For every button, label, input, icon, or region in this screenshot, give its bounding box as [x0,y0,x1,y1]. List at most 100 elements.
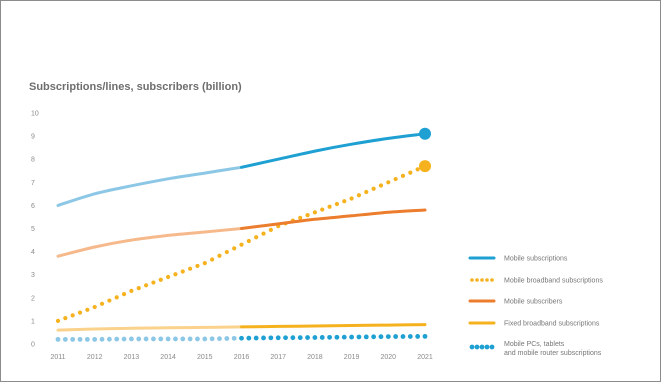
dot-segment [151,337,156,342]
dot-segment [254,235,258,239]
y-axis: 0 1 2 3 4 5 6 7 8 9 10 [31,111,39,349]
dot-segment [114,337,119,342]
dot-segment [283,335,288,340]
y-tick-label: 9 [31,134,35,141]
dot-segment [217,336,222,341]
dot-segment [401,174,405,178]
dot-segment [144,283,148,287]
dot-segment [327,335,332,340]
data-point [423,334,428,339]
legend-swatch [485,278,489,282]
x-tick-label: 2018 [307,354,323,361]
dot-segment [261,231,265,235]
y-tick-label: 1 [31,318,35,325]
dot-segment [401,334,406,339]
dot-segment [122,337,127,342]
dot-segment [195,264,199,268]
dot-segment [254,336,259,341]
series-line-forecast [242,325,426,327]
data-point [313,335,318,340]
dot-segment [357,335,362,340]
dot-segment [290,335,295,340]
dot-segment [85,308,89,312]
dot-segment [70,337,75,342]
dot-segment [320,207,324,211]
series-0-group [58,128,431,206]
legend-swatch [475,278,479,282]
dot-segment [327,205,331,209]
legend-swatch [485,345,490,350]
data-point [56,337,61,342]
data-point [239,336,244,341]
dot-segment [372,187,376,191]
dot-segment [78,310,82,314]
dot-segment [232,336,237,341]
dot-segment [305,213,309,217]
dot-segment [107,298,111,302]
series-line-forecast [242,134,426,168]
x-tick-label: 2015 [197,354,213,361]
dot-segment [393,334,398,339]
dot-segment [320,335,325,340]
y-tick-label: 6 [31,203,35,210]
dot-segment [342,199,346,203]
series-line-historical [58,327,242,330]
dot-segment [137,286,141,290]
legend-label: Mobile PCs, tablets and mobile router sub… [504,341,602,357]
legend-swatch [475,345,480,350]
y-tick-label: 7 [31,180,35,187]
dot-segment [71,313,75,317]
dot-segment [173,337,178,342]
data-point [276,335,281,340]
dot-segment [107,337,112,342]
data-point [313,210,317,214]
legend-item: Fixed broadband subscriptions [470,321,600,328]
data-point [129,337,134,342]
data-point [56,319,60,323]
dot-segment [144,337,149,342]
plot-area [56,128,431,342]
dot-segment [232,246,236,250]
series-1-group [56,160,431,323]
dot-segment [173,272,177,276]
dot-segment [379,183,383,187]
end-marker [419,160,431,172]
data-point [386,180,390,184]
dot-segment [379,334,384,339]
series-line-historical [58,229,242,257]
dot-segment [225,250,229,254]
y-tick-label: 2 [31,295,35,302]
y-tick-label: 0 [31,342,35,349]
series-line-forecast [242,210,426,229]
dot-segment [159,278,163,282]
dot-segment [305,335,310,340]
dot-segment [63,337,68,342]
dot-segment [268,335,273,340]
dot-segment [335,335,340,340]
dot-segment [158,337,163,342]
dot-segment [63,316,67,320]
legend-label: Mobile broadband subscriptions [504,278,603,285]
data-point [350,196,354,200]
dot-segment [100,337,105,342]
x-tick-label: 2013 [124,354,140,361]
legend-swatch [490,345,495,350]
dot-segment [180,337,185,342]
legend-label: Fixed broadband subscriptions [504,321,600,328]
dot-segment [298,335,303,340]
legend-label: Mobile subscribers [504,299,563,306]
dot-segment [415,334,420,339]
data-point [349,335,354,340]
legend-swatch [470,345,475,350]
data-point [239,243,243,247]
legend-item: Mobile PCs, tablets and mobile router sub… [470,341,602,357]
dot-segment [78,337,83,342]
x-tick-label: 2017 [270,354,286,361]
legend-item: Mobile subscriptions [470,256,568,263]
x-tick-label: 2021 [417,354,433,361]
dot-segment [261,336,266,341]
dot-segment [246,336,251,341]
dot-segment [247,239,251,243]
dot-segment [122,292,126,296]
